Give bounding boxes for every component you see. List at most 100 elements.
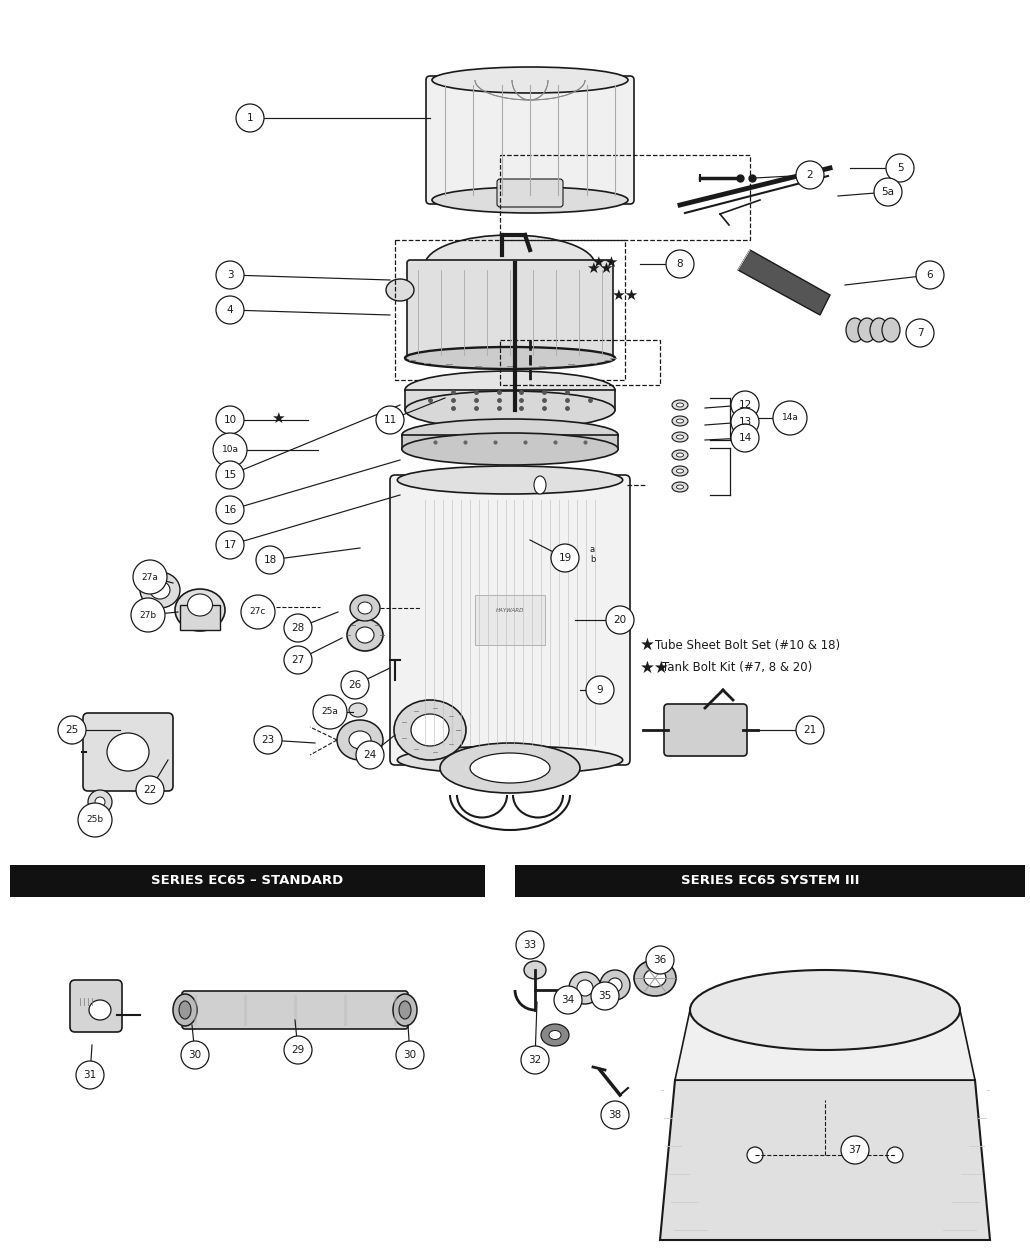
Bar	[402, 435, 618, 449]
Text: 4: 4	[227, 305, 234, 315]
Text: ★: ★	[640, 636, 655, 654]
Ellipse shape	[432, 186, 628, 213]
Circle shape	[906, 319, 934, 347]
Circle shape	[341, 672, 369, 699]
Text: 14a: 14a	[782, 413, 798, 422]
Circle shape	[284, 646, 312, 674]
Ellipse shape	[858, 318, 876, 341]
Ellipse shape	[524, 961, 546, 979]
Text: 30: 30	[188, 1050, 202, 1060]
Text: 2: 2	[806, 170, 814, 180]
Ellipse shape	[405, 346, 615, 369]
Text: 25: 25	[65, 724, 78, 735]
Circle shape	[874, 178, 902, 205]
Circle shape	[216, 496, 244, 524]
Ellipse shape	[534, 476, 546, 494]
FancyBboxPatch shape	[664, 704, 747, 756]
Ellipse shape	[405, 370, 615, 410]
Circle shape	[554, 987, 582, 1014]
Text: Tube Sheet Bolt Set (#10 & 18): Tube Sheet Bolt Set (#10 & 18)	[655, 639, 840, 651]
Circle shape	[213, 433, 247, 467]
Ellipse shape	[399, 1000, 411, 1019]
Text: 27: 27	[291, 655, 305, 665]
Bar	[180, 605, 220, 630]
Circle shape	[256, 546, 284, 575]
Ellipse shape	[677, 469, 684, 472]
Text: 27a: 27a	[141, 572, 159, 582]
Ellipse shape	[173, 994, 197, 1026]
Circle shape	[521, 1046, 549, 1074]
Text: HAYWARD: HAYWARD	[495, 607, 524, 612]
Circle shape	[216, 461, 244, 489]
Ellipse shape	[677, 485, 684, 489]
Ellipse shape	[140, 572, 180, 609]
Ellipse shape	[398, 746, 623, 774]
Ellipse shape	[89, 1000, 111, 1021]
Circle shape	[842, 1137, 869, 1164]
Text: 18: 18	[264, 554, 277, 564]
Text: ★★: ★★	[607, 617, 633, 633]
Circle shape	[516, 931, 544, 959]
Ellipse shape	[175, 588, 225, 631]
Circle shape	[216, 261, 244, 289]
Circle shape	[796, 716, 824, 743]
Text: Tank Bolt Kit (#7, 8 & 20): Tank Bolt Kit (#7, 8 & 20)	[662, 662, 813, 674]
FancyBboxPatch shape	[70, 980, 122, 1032]
Circle shape	[887, 1147, 903, 1163]
Ellipse shape	[672, 483, 688, 491]
Ellipse shape	[432, 67, 628, 93]
Ellipse shape	[349, 703, 367, 717]
Text: 23: 23	[262, 735, 275, 745]
Circle shape	[600, 970, 630, 1000]
Text: 20: 20	[614, 615, 626, 625]
Bar	[405, 391, 615, 410]
Ellipse shape	[350, 595, 380, 621]
Text: 31: 31	[83, 1070, 97, 1080]
Text: 34: 34	[561, 995, 575, 1005]
Ellipse shape	[358, 602, 372, 614]
FancyBboxPatch shape	[407, 260, 613, 362]
Ellipse shape	[672, 416, 688, 426]
Ellipse shape	[402, 433, 618, 465]
Bar	[500, 340, 660, 386]
Circle shape	[76, 1061, 104, 1089]
Text: 15: 15	[224, 470, 237, 480]
Circle shape	[181, 1041, 209, 1068]
FancyBboxPatch shape	[390, 475, 630, 765]
Text: 24: 24	[364, 750, 377, 760]
Circle shape	[284, 614, 312, 643]
Ellipse shape	[677, 403, 684, 407]
Bar	[10, 866, 485, 897]
Text: 26: 26	[348, 680, 362, 690]
Bar	[394, 239, 625, 381]
Bar	[500, 155, 750, 239]
Ellipse shape	[394, 701, 466, 760]
Circle shape	[606, 606, 634, 634]
Circle shape	[216, 406, 244, 433]
Text: 12: 12	[739, 399, 752, 410]
Text: 14: 14	[739, 433, 752, 444]
Circle shape	[216, 296, 244, 324]
Text: 32: 32	[528, 1055, 542, 1065]
FancyBboxPatch shape	[426, 76, 634, 204]
Circle shape	[58, 716, 85, 743]
Ellipse shape	[634, 960, 676, 995]
Text: 13: 13	[739, 417, 752, 427]
Ellipse shape	[251, 598, 273, 616]
Circle shape	[916, 261, 945, 289]
Bar	[475, 595, 545, 645]
Circle shape	[586, 677, 614, 704]
Circle shape	[772, 401, 806, 435]
Ellipse shape	[846, 318, 864, 341]
Text: 7: 7	[917, 328, 923, 338]
Circle shape	[88, 790, 112, 814]
Ellipse shape	[411, 714, 449, 746]
Circle shape	[133, 559, 167, 593]
Text: 5a: 5a	[882, 186, 894, 197]
Ellipse shape	[402, 420, 618, 451]
Text: 29: 29	[291, 1045, 305, 1055]
Text: 8: 8	[677, 260, 683, 268]
Ellipse shape	[398, 466, 623, 494]
Circle shape	[313, 696, 347, 730]
FancyBboxPatch shape	[83, 713, 173, 791]
